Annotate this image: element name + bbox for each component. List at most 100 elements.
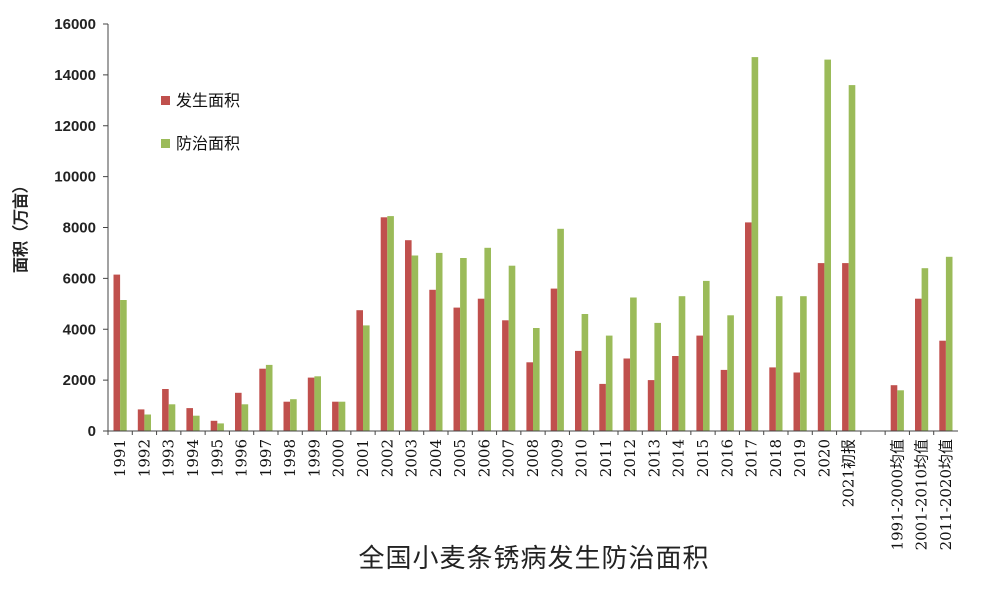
x-category-label: 2007 bbox=[500, 439, 518, 477]
x-axis-categories: 1991 1992 1993 1994 1995 1996 1997 1998 1999 2000… bbox=[111, 439, 955, 550]
bar-occurrence-1995 bbox=[210, 420, 218, 431]
legend: 发生面积 防治面积 bbox=[161, 91, 240, 153]
y-tick-label: 14000 bbox=[54, 67, 96, 84]
bar-control-2012 bbox=[630, 297, 637, 431]
bar-control-1991 bbox=[120, 300, 127, 431]
bar-control-2004 bbox=[435, 252, 443, 431]
legend-label-control: 防治面积 bbox=[176, 134, 240, 153]
bar-occurrence-1991-2000均值 bbox=[890, 385, 898, 431]
bar-occurrence-2020 bbox=[817, 263, 825, 431]
bar-occurrence-2013 bbox=[647, 380, 655, 431]
x-category-label: 2004 bbox=[427, 439, 445, 477]
bar-occurrence-1994 bbox=[186, 408, 193, 431]
x-category-label: 2001-2010均值 bbox=[913, 439, 931, 550]
bar-occurrence-2011-2020均值 bbox=[939, 340, 946, 431]
bar-occurrence-1996 bbox=[235, 392, 242, 431]
x-category-label: 1997 bbox=[257, 439, 275, 477]
bar-occurrence-1999 bbox=[307, 377, 315, 431]
x-category-label: 2005 bbox=[451, 439, 469, 477]
x-category-label: 1995 bbox=[208, 439, 226, 477]
bar-occurrence-2007 bbox=[502, 320, 509, 431]
bar-control-2020 bbox=[824, 59, 831, 431]
bar-control-1994 bbox=[193, 415, 200, 431]
bar-occurrence-2014 bbox=[672, 356, 679, 431]
bar-control-1998 bbox=[290, 399, 297, 431]
x-category-label: 2009 bbox=[548, 439, 566, 477]
bar-control-2015 bbox=[703, 280, 710, 431]
bar-control-2011 bbox=[605, 335, 613, 431]
y-tick-label: 6000 bbox=[63, 270, 96, 287]
x-category-label: 1992 bbox=[135, 439, 153, 477]
y-axis-label: 面积（万亩） bbox=[11, 177, 30, 273]
bar-occurrence-2018 bbox=[769, 367, 776, 431]
bar-control-2000 bbox=[338, 401, 346, 431]
bar-control-2005 bbox=[460, 258, 467, 431]
y-tick-label: 0 bbox=[88, 423, 96, 440]
x-category-label: 2013 bbox=[645, 439, 663, 477]
x-category-label: 2000 bbox=[330, 439, 348, 477]
bar-occurrence-2001 bbox=[356, 310, 363, 431]
bar-control-1991-2000均值 bbox=[897, 390, 904, 431]
bar-control-2019 bbox=[800, 296, 807, 431]
bar-control-1996 bbox=[241, 404, 249, 431]
x-category-label: 2017 bbox=[743, 439, 761, 477]
bar-control-2013 bbox=[654, 322, 661, 431]
bar-control-2002 bbox=[387, 216, 394, 431]
bar-control-2007 bbox=[508, 265, 516, 431]
x-category-label: 2011 bbox=[597, 439, 615, 477]
legend-swatch-control bbox=[161, 139, 170, 148]
bar-control-1992 bbox=[144, 414, 151, 431]
bar-control-2017 bbox=[751, 57, 759, 431]
bar-occurrence-2001-2010均值 bbox=[915, 298, 922, 431]
bar-occurrence-2021初报 bbox=[842, 263, 849, 431]
bar-control-1997 bbox=[265, 364, 273, 431]
bar-control-2008 bbox=[533, 328, 540, 431]
x-category-label: 2010 bbox=[573, 439, 591, 477]
bar-control-2009 bbox=[557, 228, 564, 431]
bar-control-1993 bbox=[168, 404, 176, 431]
x-category-label: 2016 bbox=[718, 439, 736, 477]
bar-occurrence-2004 bbox=[429, 289, 436, 431]
bar-occurrence-2016 bbox=[720, 369, 728, 431]
bar-occurrence-2019 bbox=[793, 372, 801, 431]
bar-occurrence-2005 bbox=[453, 307, 461, 431]
y-axis-ticks: 0 2000 4000 6000 8000 10000 12000 14000 16000 bbox=[54, 16, 108, 440]
bar-occurrence-1993 bbox=[162, 389, 169, 431]
bar-control-2021初报 bbox=[848, 85, 856, 431]
bar-control-2016 bbox=[727, 315, 734, 431]
bar-occurrence-2002 bbox=[380, 217, 388, 431]
x-category-label: 1991 bbox=[111, 439, 129, 477]
x-category-label: 1999 bbox=[305, 439, 323, 477]
legend-swatch-occurrence bbox=[161, 96, 170, 105]
bar-control-2014 bbox=[678, 296, 686, 431]
legend-label-occurrence: 发生面积 bbox=[176, 91, 240, 110]
bar-control-2001-2010均值 bbox=[921, 268, 929, 431]
bar-occurrence-2011 bbox=[599, 383, 606, 431]
bar-control-2011-2020均值 bbox=[945, 256, 953, 431]
chart-title: 全国小麦条锈病发生防治面积 bbox=[358, 544, 709, 574]
axes bbox=[107, 24, 958, 432]
y-tick-label: 8000 bbox=[63, 220, 96, 237]
y-tick-label: 2000 bbox=[63, 372, 96, 389]
x-category-label: 1991-2000均值 bbox=[888, 439, 906, 550]
x-category-label: 2001 bbox=[354, 439, 372, 477]
bar-control-2018 bbox=[775, 296, 783, 431]
bar-occurrence-2003 bbox=[405, 240, 412, 431]
x-category-label: 2003 bbox=[403, 439, 421, 477]
bar-occurrence-2010 bbox=[575, 350, 582, 431]
bar-occurrence-1997 bbox=[259, 368, 266, 431]
bar-occurrence-2017 bbox=[745, 222, 752, 431]
x-category-label: 1993 bbox=[160, 439, 178, 477]
x-category-label: 2015 bbox=[694, 439, 712, 477]
x-category-label: 1996 bbox=[233, 439, 251, 477]
x-category-label: 2002 bbox=[378, 439, 396, 477]
bar-occurrence-2012 bbox=[623, 358, 631, 431]
bar-control-1995 bbox=[217, 423, 224, 431]
bar-control-2003 bbox=[411, 255, 419, 431]
bar-control-1999 bbox=[314, 376, 321, 431]
x-category-label: 2012 bbox=[621, 439, 639, 477]
bars-group bbox=[107, 57, 953, 435]
y-tick-label: 10000 bbox=[54, 169, 96, 186]
x-category-label: 1998 bbox=[281, 439, 299, 477]
